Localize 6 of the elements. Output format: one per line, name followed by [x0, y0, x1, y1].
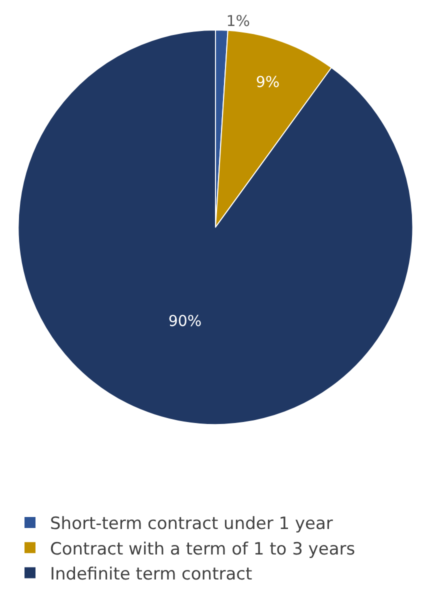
legend-label: Short-term contract under 1 year — [50, 514, 333, 534]
legend-label: Contract with a term of 1 to 3 years — [50, 539, 356, 560]
data-label: 9% — [256, 73, 280, 92]
legend-label: Indefinite term contract — [50, 564, 252, 584]
data-label: 1% — [226, 12, 250, 30]
data-label: 90% — [168, 312, 202, 330]
